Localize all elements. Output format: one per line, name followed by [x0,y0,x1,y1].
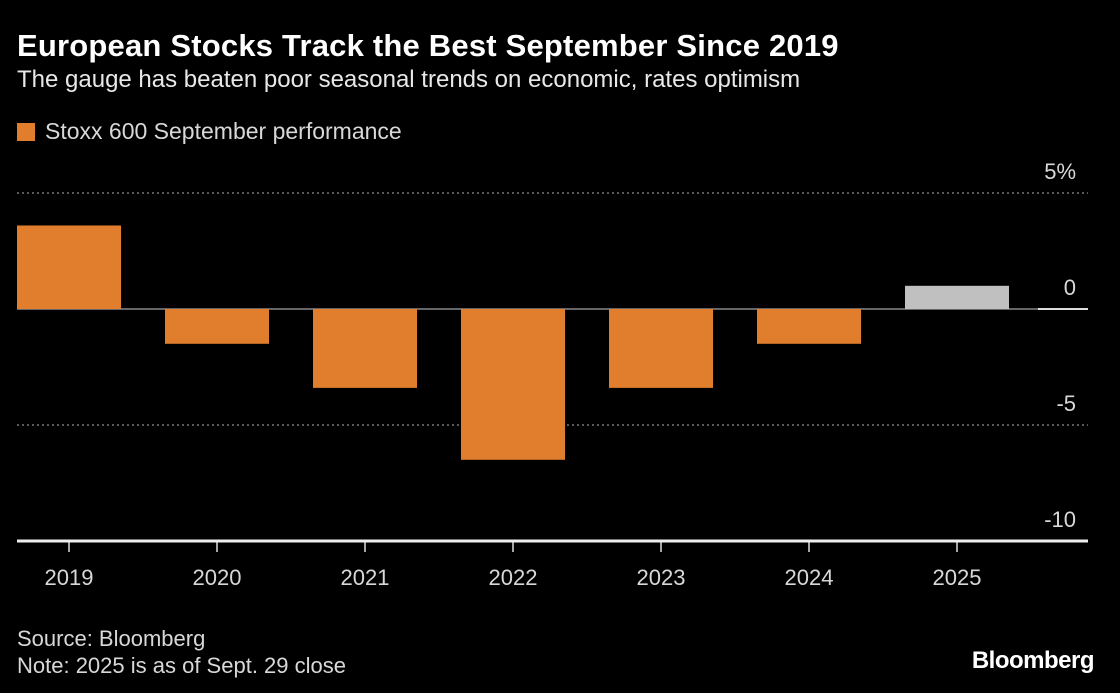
bloomberg-logo: Bloomberg [971,647,1095,674]
bar-2019 [17,225,121,309]
chart-title: European Stocks Track the Best September… [17,28,839,63]
y-tick-label: 0 [1064,275,1076,300]
x-tick-label: 2023 [637,565,686,590]
bar-2024 [757,309,861,344]
bar-2023 [609,309,713,388]
legend: Stoxx 600 September performance [17,118,402,145]
chart-subtitle: The gauge has beaten poor seasonal trend… [17,66,801,93]
x-tick-label: 2020 [193,565,242,590]
y-tick-label: -10 [1044,507,1076,532]
bar-2022 [461,309,565,460]
x-tick-label: 2024 [785,565,834,590]
bar-2020 [165,309,269,344]
legend-swatch [17,122,35,141]
x-tick-label: 2025 [933,565,982,590]
x-tick-label: 2019 [45,565,94,590]
x-tick-label: 2022 [489,565,538,590]
bar-2021 [313,309,417,388]
legend-label: Stoxx 600 September performance [45,118,402,144]
footnote: Note: 2025 is as of Sept. 29 close [17,653,346,678]
x-tick-label: 2021 [341,565,390,590]
y-tick-label: -5 [1056,391,1076,416]
y-tick-label: 5% [1044,159,1076,184]
bar-2025 [905,285,1009,309]
source-note: Source: Bloomberg [17,626,206,651]
